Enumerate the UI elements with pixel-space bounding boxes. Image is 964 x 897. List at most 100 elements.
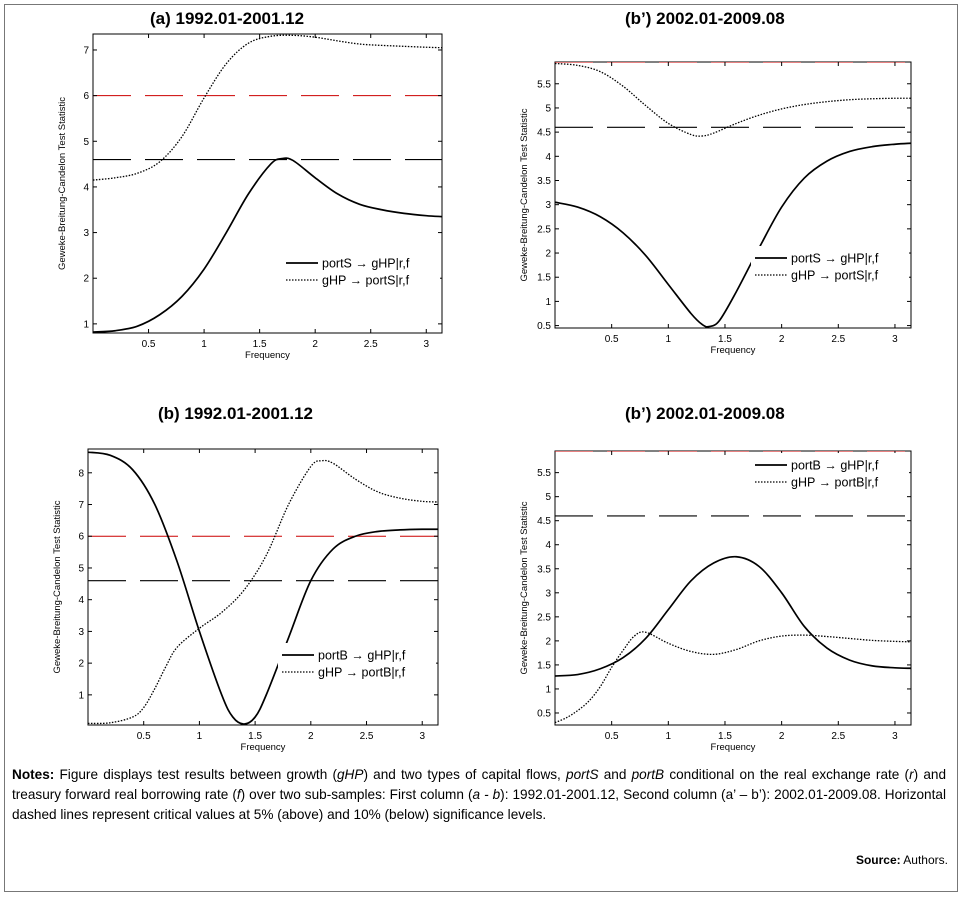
figure-notes: Notes: Figure displays test results betw…: [12, 767, 947, 822]
y-tick-label: 1: [545, 297, 551, 308]
legend-box: [751, 453, 909, 493]
y-tick-label: 2: [545, 636, 551, 647]
legend-label: portS → gHP|r,f: [791, 252, 879, 266]
panel-title-a: (a) 1992.01-2001.12: [150, 9, 305, 28]
x-tick-label: 1.5: [248, 731, 262, 742]
figure-frame: [4, 4, 958, 892]
x-tick-label: 2: [312, 339, 318, 350]
x-tick-label: 1: [197, 731, 203, 742]
legend-box: [282, 251, 440, 291]
x-tick-label: 1: [201, 339, 207, 350]
legend-label: portB → gHP|r,f: [791, 459, 879, 473]
y-axis-label: Geweke-Breitung-Candelon Test Statistic: [519, 108, 530, 281]
x-tick-label: 0.5: [142, 339, 156, 350]
x-axis-label: Frequency: [711, 345, 756, 356]
legend-label: gHP → portB|r,f: [791, 476, 879, 490]
y-tick-label: 2.5: [537, 224, 551, 235]
x-tick-label: 2.5: [831, 731, 845, 742]
y-axis-label: Geweke-Breitung-Candelon Test Statistic: [519, 501, 530, 674]
y-tick-label: 3.5: [537, 564, 551, 575]
x-tick-label: 3: [423, 339, 429, 350]
y-tick-label: 3: [78, 627, 84, 638]
x-tick-label: 1.5: [718, 731, 732, 742]
y-tick-label: 6: [83, 91, 89, 102]
y-tick-label: 4.5: [537, 516, 551, 527]
x-tick-label: 2: [779, 731, 785, 742]
x-tick-label: 1: [666, 731, 672, 742]
y-tick-label: 4: [545, 152, 551, 163]
chart-panel-b-prime-bottom: 0.5 1 1.5 2 2.5 3 0.5 1 1.5 2 2.5 3 3.5 4 4.5 5 5.5 Frequ…: [519, 450, 912, 753]
x-tick-label: 2.5: [360, 731, 374, 742]
x-tick-label: 2: [779, 334, 785, 345]
y-tick-label: 5.5: [537, 79, 551, 90]
x-tick-label: 3: [892, 334, 898, 345]
legend-label: portS → gHP|r,f: [322, 257, 410, 271]
y-tick-label: 3: [545, 200, 551, 211]
x-tick-label: 2.5: [364, 339, 378, 350]
x-tick-label: 0.5: [605, 334, 619, 345]
legend-label: gHP → portB|r,f: [318, 666, 406, 680]
plot-area: [554, 61, 912, 329]
y-tick-label: 5: [78, 563, 84, 574]
y-tick-label: 6: [78, 532, 84, 543]
y-tick-label: 2: [83, 274, 89, 285]
x-axis-label: Frequency: [711, 742, 756, 753]
panel-title-b: (b) 1992.01-2001.12: [158, 404, 313, 423]
y-axis-label: Geweke-Breitung-Candelon Test Statistic: [52, 500, 63, 673]
x-tick-label: 0.5: [605, 731, 619, 742]
y-tick-label: 7: [83, 45, 89, 56]
x-tick-label: 0.5: [137, 731, 151, 742]
y-tick-label: 2: [78, 659, 84, 670]
legend-label: gHP → portS|r,f: [322, 274, 410, 288]
y-tick-label: 1: [78, 690, 84, 701]
legend-box: [751, 246, 909, 286]
series-line-dotted: [555, 62, 911, 137]
y-tick-label: 3.5: [537, 176, 551, 187]
legend-box: [278, 643, 436, 683]
y-tick-label: 1.5: [537, 273, 551, 284]
y-tick-label: 7: [78, 500, 84, 511]
y-tick-label: 5: [545, 103, 551, 114]
y-tick-label: 5: [545, 492, 551, 503]
series-line-solid: [555, 555, 911, 677]
x-axis-label: Frequency: [241, 742, 286, 753]
x-tick-label: 2.5: [831, 334, 845, 345]
y-tick-label: 1.5: [537, 660, 551, 671]
series-line-solid: [88, 451, 438, 725]
figure-source: Source: Authors.: [855, 853, 948, 867]
series-line-dotted: [93, 34, 442, 181]
y-tick-label: 3: [83, 228, 89, 239]
y-tick-label: 0.5: [537, 708, 551, 719]
y-axis-label: Geweke-Breitung-Candelon Test Statistic: [57, 97, 68, 270]
y-tick-label: 1: [545, 684, 551, 695]
y-tick-label: 1: [83, 319, 89, 330]
series-line-dotted: [555, 631, 911, 724]
y-tick-label: 5.5: [537, 468, 551, 479]
y-tick-label: 3: [545, 588, 551, 599]
x-tick-label: 3: [892, 731, 898, 742]
x-tick-label: 2: [308, 731, 314, 742]
chart-panel-b-prime-top: 0.5 1 1.5 2 2.5 3 0.5 1 1.5 2 2.5 3 3.5 4 4.5 5 5.5 Frequ…: [519, 61, 912, 356]
x-axis-label: Frequency: [245, 350, 290, 361]
x-tick-label: 3: [419, 731, 425, 742]
y-tick-label: 5: [83, 137, 89, 148]
series-line-solid: [555, 142, 911, 328]
y-tick-label: 4: [545, 540, 551, 551]
x-tick-label: 1: [666, 334, 672, 345]
plot-area: [87, 448, 439, 726]
panel-title-b-prime-bottom: (b’) 2002.01-2009.08: [625, 404, 785, 423]
y-tick-label: 8: [78, 468, 84, 479]
y-tick-label: 2: [545, 249, 551, 260]
y-tick-label: 2.5: [537, 612, 551, 623]
y-tick-label: 0.5: [537, 321, 551, 332]
x-tick-label: 1.5: [253, 339, 267, 350]
chart-panel-a: 0.5 1 1.5 2 2.5 3 1 2 3 4 5 6 7 Frequency Geweke-Breit…: [57, 33, 443, 361]
chart-panel-b: 0.5 1 1.5 2 2.5 3 1 2 3 4 5 6 7 8 Frequency Geweke-Brei…: [52, 448, 439, 753]
y-tick-label: 4: [83, 182, 89, 193]
legend-label: gHP → portS|r,f: [791, 269, 879, 283]
x-tick-label: 1.5: [718, 334, 732, 345]
legend-label: portB → gHP|r,f: [318, 649, 406, 663]
panel-title-b-prime-top: (b’) 2002.01-2009.08: [625, 9, 785, 28]
series-line-solid: [93, 157, 442, 333]
y-tick-label: 4.5: [537, 128, 551, 139]
